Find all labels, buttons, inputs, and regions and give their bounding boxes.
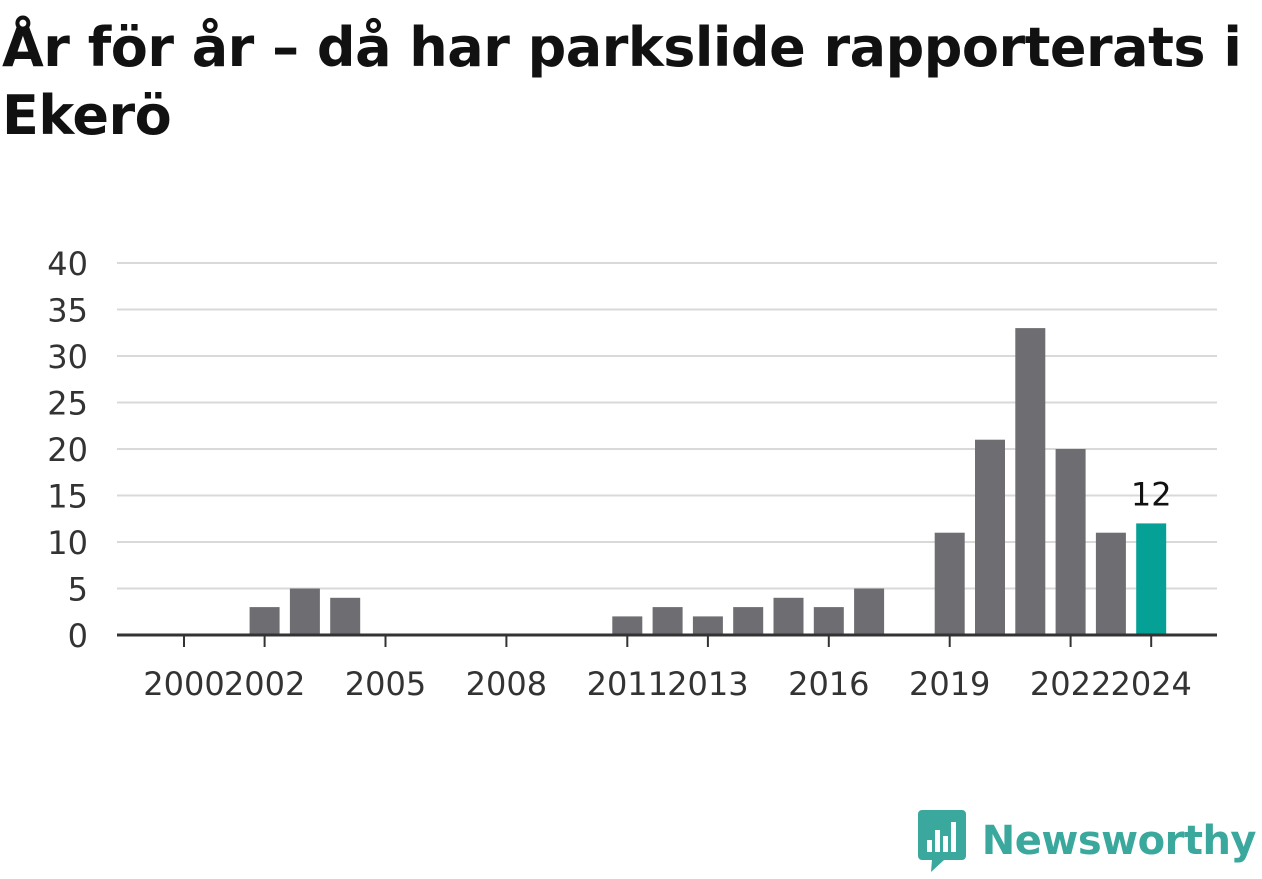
newsworthy-logo: Newsworthy [917,809,1257,873]
bar-2020 [975,439,1005,635]
x-tick-label: 2024 [1110,665,1191,703]
data-label-2024: 12 [1131,475,1172,513]
gridlines [117,262,1217,590]
y-tick-label: 30 [47,338,88,376]
brand-name: Newsworthy [981,818,1257,864]
bar-2016 [813,607,844,635]
x-tick-label: 2011 [587,665,668,703]
y-tick-label: 5 [68,571,88,609]
x-tick-label: 2000 [143,665,224,703]
bar-2002 [249,607,280,635]
data-labels: 12 [1131,475,1172,513]
x-axis [117,633,1217,647]
bar-2023 [1095,532,1126,635]
bar-2012 [652,607,683,635]
x-tick-label: 2016 [788,665,869,703]
bar-2013 [692,616,723,635]
bar-2015 [773,597,804,635]
y-tick-label: 15 [47,478,88,516]
x-tick-label: 2005 [345,665,426,703]
y-tick-label: 20 [47,431,88,469]
bar-2011 [612,616,643,635]
y-tick-label: 25 [47,385,88,423]
x-tick-label: 2019 [909,665,990,703]
y-tick-label: 35 [47,292,88,330]
bars [249,328,1167,635]
x-tick-label: 2013 [667,665,748,703]
bar-2021 [1015,328,1046,635]
bar-2004 [330,597,361,635]
x-tick-label: 2022 [1030,665,1111,703]
bar-2017 [854,588,885,635]
y-tick-label: 10 [47,524,88,562]
bar-2003 [289,588,320,635]
chart-title: År för år – då har parkslide rapporterat… [2,16,1242,147]
y-tick-label: 0 [68,617,88,655]
x-tick-label: 2002 [224,665,305,703]
bar-2014 [733,607,764,635]
bar-2022 [1055,449,1086,635]
bar-chart-speech-bubble-icon [917,810,966,872]
x-axis-tick-labels: 2000 2002 2005 2008 2011 2013 2016 2019 2022 2024 [143,665,1192,703]
y-tick-label: 40 [47,245,88,283]
bar-2019 [934,532,965,635]
x-tick-label: 2008 [466,665,547,703]
bar-2024 [1136,523,1167,635]
y-axis-tick-labels: 0 5 10 15 20 25 30 35 40 [47,245,88,655]
